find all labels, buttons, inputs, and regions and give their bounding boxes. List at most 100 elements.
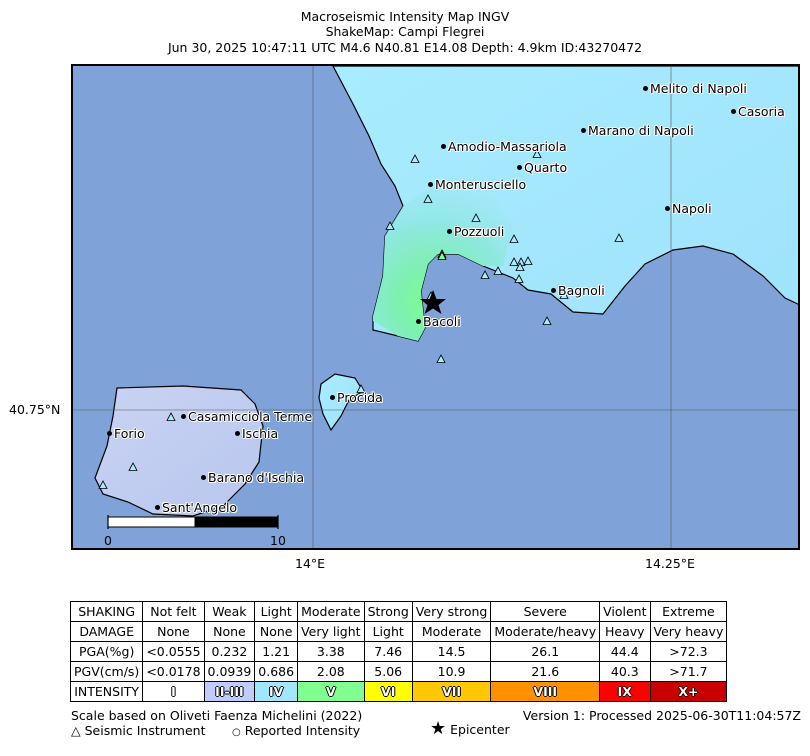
station-triangle [128, 462, 138, 471]
legend-cell-pga: 14.5 [411, 641, 492, 662]
legend-cell-pga: 44.4 [599, 641, 651, 662]
key-reported: ○ Reported Intensity [232, 723, 361, 738]
legend-cell-pgv: >71.7 [649, 661, 728, 682]
legend-cell-intensity: VII [411, 681, 492, 702]
map-title: Macroseismic Intensity Map INGV [300, 9, 510, 24]
legend-cell-damage: None [203, 621, 256, 642]
legend-cell-damage: Very heavy [649, 621, 728, 642]
scale-note: Scale based on Oliveti Faenza Michelini … [71, 708, 363, 723]
station-triangle [523, 256, 533, 265]
station-triangle [480, 270, 490, 279]
legend-cell-pga: 26.1 [490, 641, 601, 662]
place-forio: Forio [107, 426, 145, 441]
circle-icon: ○ [232, 727, 241, 738]
place-santangelo: Sant'Angelo [155, 500, 237, 515]
station-triangle [493, 266, 503, 275]
station-triangle [514, 274, 524, 283]
legend-cell-pgv: 10.9 [411, 661, 492, 682]
legend-cell-damage: Very light [297, 621, 365, 642]
legend-cell-intensity: VI [363, 681, 413, 702]
legend-cell-shaking: Severe [490, 601, 601, 622]
place-casoria: Casoria [731, 104, 785, 119]
station-triangle [437, 251, 447, 260]
legend-cell-damage: Heavy [599, 621, 651, 642]
legend-row-label: DAMAGE [69, 621, 144, 642]
legend-row-label: INTENSITY [69, 681, 144, 702]
legend-cell-shaking: Strong [363, 601, 413, 622]
legend-cell-pgv: 5.06 [363, 661, 413, 682]
station-triangle [515, 262, 525, 271]
legend-cell-shaking: Violent [599, 601, 651, 622]
legend-cell-pgv: 0.0939 [203, 661, 256, 682]
legend-cell-pga: 7.46 [363, 641, 413, 662]
procida-island [318, 373, 364, 432]
place-casamicciola: Casamicciola Terme [181, 409, 312, 424]
legend-cell-pga: 0.232 [203, 641, 256, 662]
place-napoli: Napoli [665, 201, 712, 216]
legend-cell-intensity: I [142, 681, 205, 702]
lon-label-14-25: 14.25°E [645, 556, 695, 571]
station-triangle [509, 234, 519, 243]
legend-cell-intensity: X+ [649, 681, 728, 702]
version-info: Version 1: Processed 2025-06-30T11:04:57… [522, 708, 801, 723]
legend-row-pga: PGA(%g) <0.0555 0.232 1.21 3.38 7.46 14.5 26.1 4… [69, 641, 728, 662]
legend-cell-pga: >72.3 [649, 641, 728, 662]
legend-cell-shaking: Extreme [649, 601, 728, 622]
ischia-island [94, 385, 264, 517]
station-triangle [423, 194, 433, 203]
station-triangle [542, 316, 552, 325]
legend-cell-intensity: IX [599, 681, 651, 702]
event-info: Jun 30, 2025 10:47:11 UTC M4.6 N40.81 E1… [167, 40, 643, 55]
legend-cell-intensity: V [297, 681, 365, 702]
scalebar-black [194, 516, 279, 528]
station-triangle [436, 354, 446, 363]
station-triangle [356, 384, 366, 393]
legend-cell-pga: 1.21 [254, 641, 299, 662]
star-icon: ★ [430, 718, 447, 739]
place-amodio: Amodio-Massariola [441, 139, 567, 154]
shaking-area [373, 186, 513, 341]
legend-row-shaking: SHAKING Not felt Weak Light Moderate Strong Ve… [69, 601, 728, 622]
legend-cell-damage: None [254, 621, 299, 642]
legend-row-label: PGV(cm/s) [69, 661, 144, 682]
legend-cell-pgv: 40.3 [599, 661, 651, 682]
legend-cell-damage: None [142, 621, 205, 642]
lat-label: 40.75°N [9, 402, 61, 417]
place-marano: Marano di Napoli [581, 123, 694, 138]
intensity-legend: SHAKING Not felt Weak Light Moderate Strong Ve… [69, 601, 728, 702]
map-canvas [73, 66, 798, 548]
legend-cell-shaking: Very strong [411, 601, 492, 622]
legend-cell-pgv: 2.08 [297, 661, 365, 682]
scalebar-white [107, 516, 196, 528]
legend-cell-damage: Light [363, 621, 413, 642]
legend-cell-intensity: VIII [490, 681, 601, 702]
place-melito: Melito di Napoli [643, 81, 747, 96]
station-triangle [166, 412, 176, 421]
station-triangle [98, 480, 108, 489]
legend-cell-intensity: IV [254, 681, 299, 702]
legend-cell-pga: <0.0555 [142, 641, 205, 662]
legend-cell-pga: 3.38 [297, 641, 365, 662]
station-triangle [385, 221, 395, 230]
station-triangle [410, 154, 420, 163]
station-triangle [614, 233, 624, 242]
place-procida: Procida [330, 390, 383, 405]
scalebar-start: 0 [104, 533, 112, 548]
triangle-icon: △ [71, 723, 81, 738]
legend-row-damage: DAMAGE None None None Very light Light Moderat… [69, 621, 728, 642]
map-area[interactable]: Melito di Napoli Casoria Marano di Napol… [71, 64, 800, 550]
place-quarto: Quarto [517, 160, 567, 175]
legend-cell-intensity: II-III [203, 681, 256, 702]
lon-label-14: 14°E [295, 556, 326, 571]
legend-cell-pgv: <0.0178 [142, 661, 205, 682]
legend-cell-damage: Moderate [411, 621, 492, 642]
place-bacoli: Bacoli [416, 314, 461, 329]
station-triangle [509, 257, 519, 266]
legend-cell-shaking: Light [254, 601, 299, 622]
place-pozzuoli: Pozzuoli [447, 224, 504, 239]
scalebar-end: 10 [270, 533, 286, 548]
place-bagnoli: Bagnoli [551, 283, 605, 298]
place-monterusciello: Monterusciello [428, 177, 526, 192]
station-triangle [559, 290, 569, 299]
key-epicenter: ★ Epicenter [430, 718, 510, 739]
